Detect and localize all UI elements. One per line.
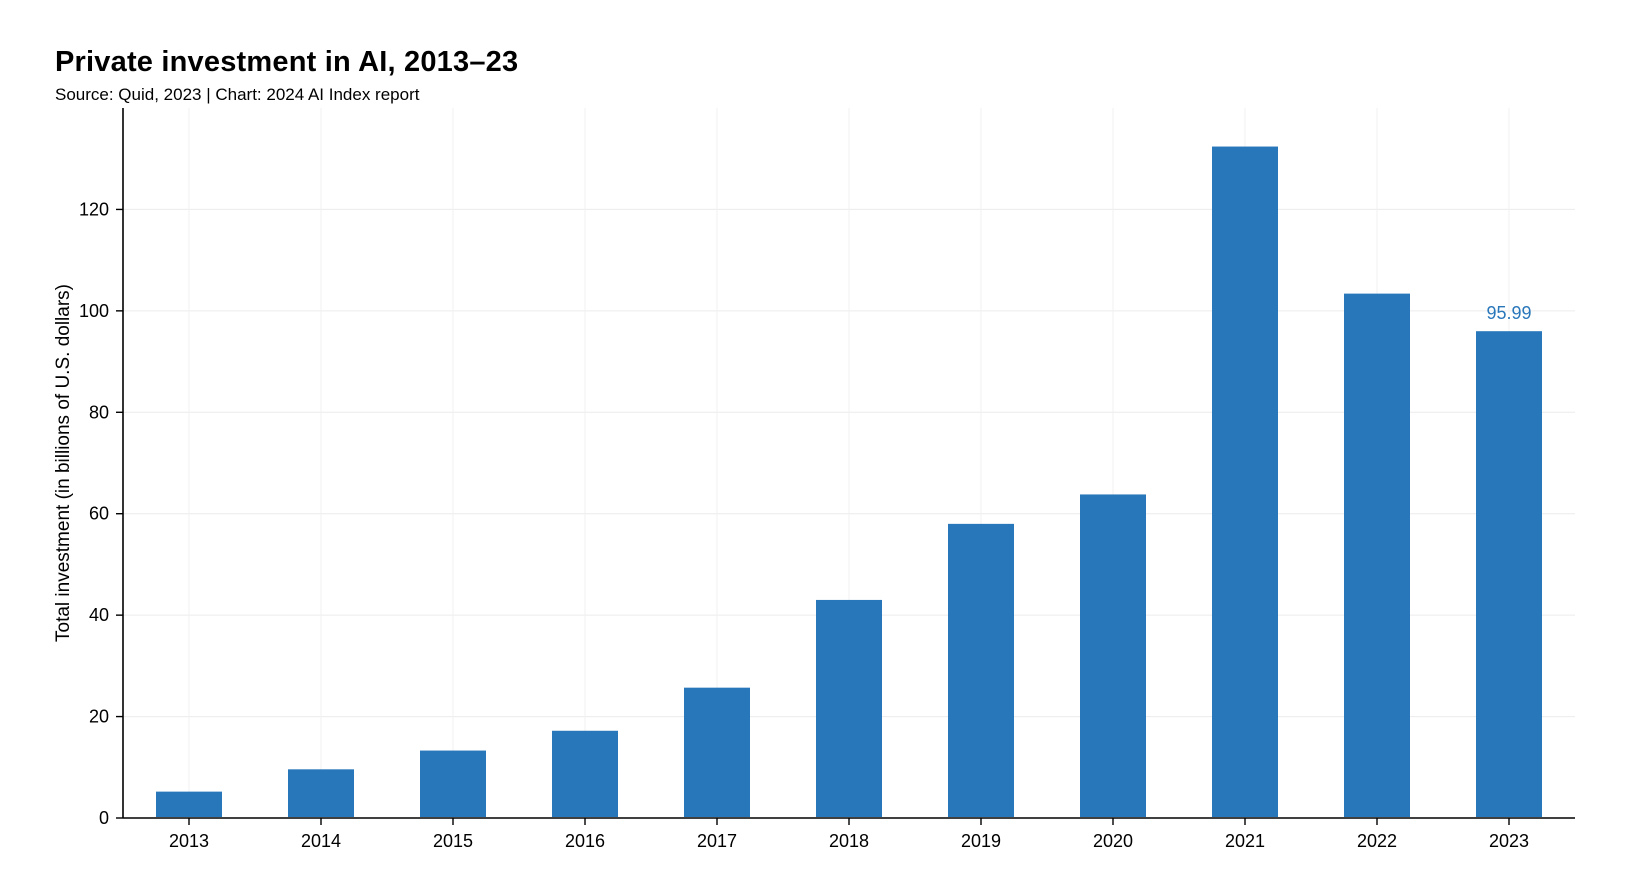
bar-2016 [552, 730, 618, 817]
x-tick-label: 2013 [169, 831, 209, 851]
y-tick-label: 80 [89, 402, 109, 422]
x-tick-label: 2017 [697, 831, 737, 851]
chart-title: Private investment in AI, 2013–23 [55, 46, 519, 78]
x-tick-labels: 2013 2014 2015 2016 2017 2018 2019 2020 2021 2022… [169, 818, 1529, 851]
y-tick-label: 20 [89, 707, 109, 727]
y-tick-label: 120 [79, 199, 109, 219]
bar-2020 [1080, 494, 1146, 817]
bar-2013 [156, 791, 222, 817]
y-tick-label: 40 [89, 605, 109, 625]
x-tick-label: 2015 [433, 831, 473, 851]
x-tick-label: 2016 [565, 831, 605, 851]
bars [156, 146, 1542, 818]
bar-2023 [1476, 331, 1542, 817]
y-axis-title: Total investment (in billions of U.S. do… [53, 284, 74, 642]
data-labels: 95.99 [1486, 303, 1531, 323]
bar-2019 [948, 523, 1014, 817]
x-tick-label: 2023 [1489, 831, 1529, 851]
bar-2015 [420, 750, 486, 817]
bar-2017 [684, 687, 750, 817]
chart-subtitle: Source: Quid, 2023 | Chart: 2024 AI Inde… [55, 85, 420, 104]
x-tick-label: 2021 [1225, 831, 1265, 851]
x-tick-label: 2022 [1357, 831, 1397, 851]
x-tick-label: 2020 [1093, 831, 1133, 851]
bar-2018 [816, 599, 882, 817]
x-tick-label: 2014 [301, 831, 341, 851]
y-tick-label: 60 [89, 504, 109, 524]
y-tick-label: 100 [79, 301, 109, 321]
y-tick-label: 0 [99, 808, 109, 828]
x-tick-label: 2019 [961, 831, 1001, 851]
bar-2014 [288, 769, 354, 817]
bar-2022 [1344, 293, 1410, 818]
bar-2021 [1212, 146, 1278, 818]
data-label-2023: 95.99 [1486, 303, 1531, 323]
x-tick-label: 2018 [829, 831, 869, 851]
y-tick-labels: 0 20 40 60 80 100 120 [79, 199, 123, 828]
